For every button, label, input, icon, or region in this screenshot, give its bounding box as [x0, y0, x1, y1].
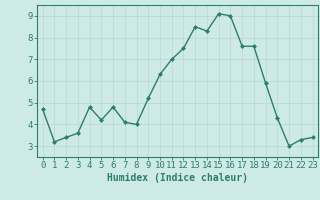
X-axis label: Humidex (Indice chaleur): Humidex (Indice chaleur): [107, 173, 248, 183]
